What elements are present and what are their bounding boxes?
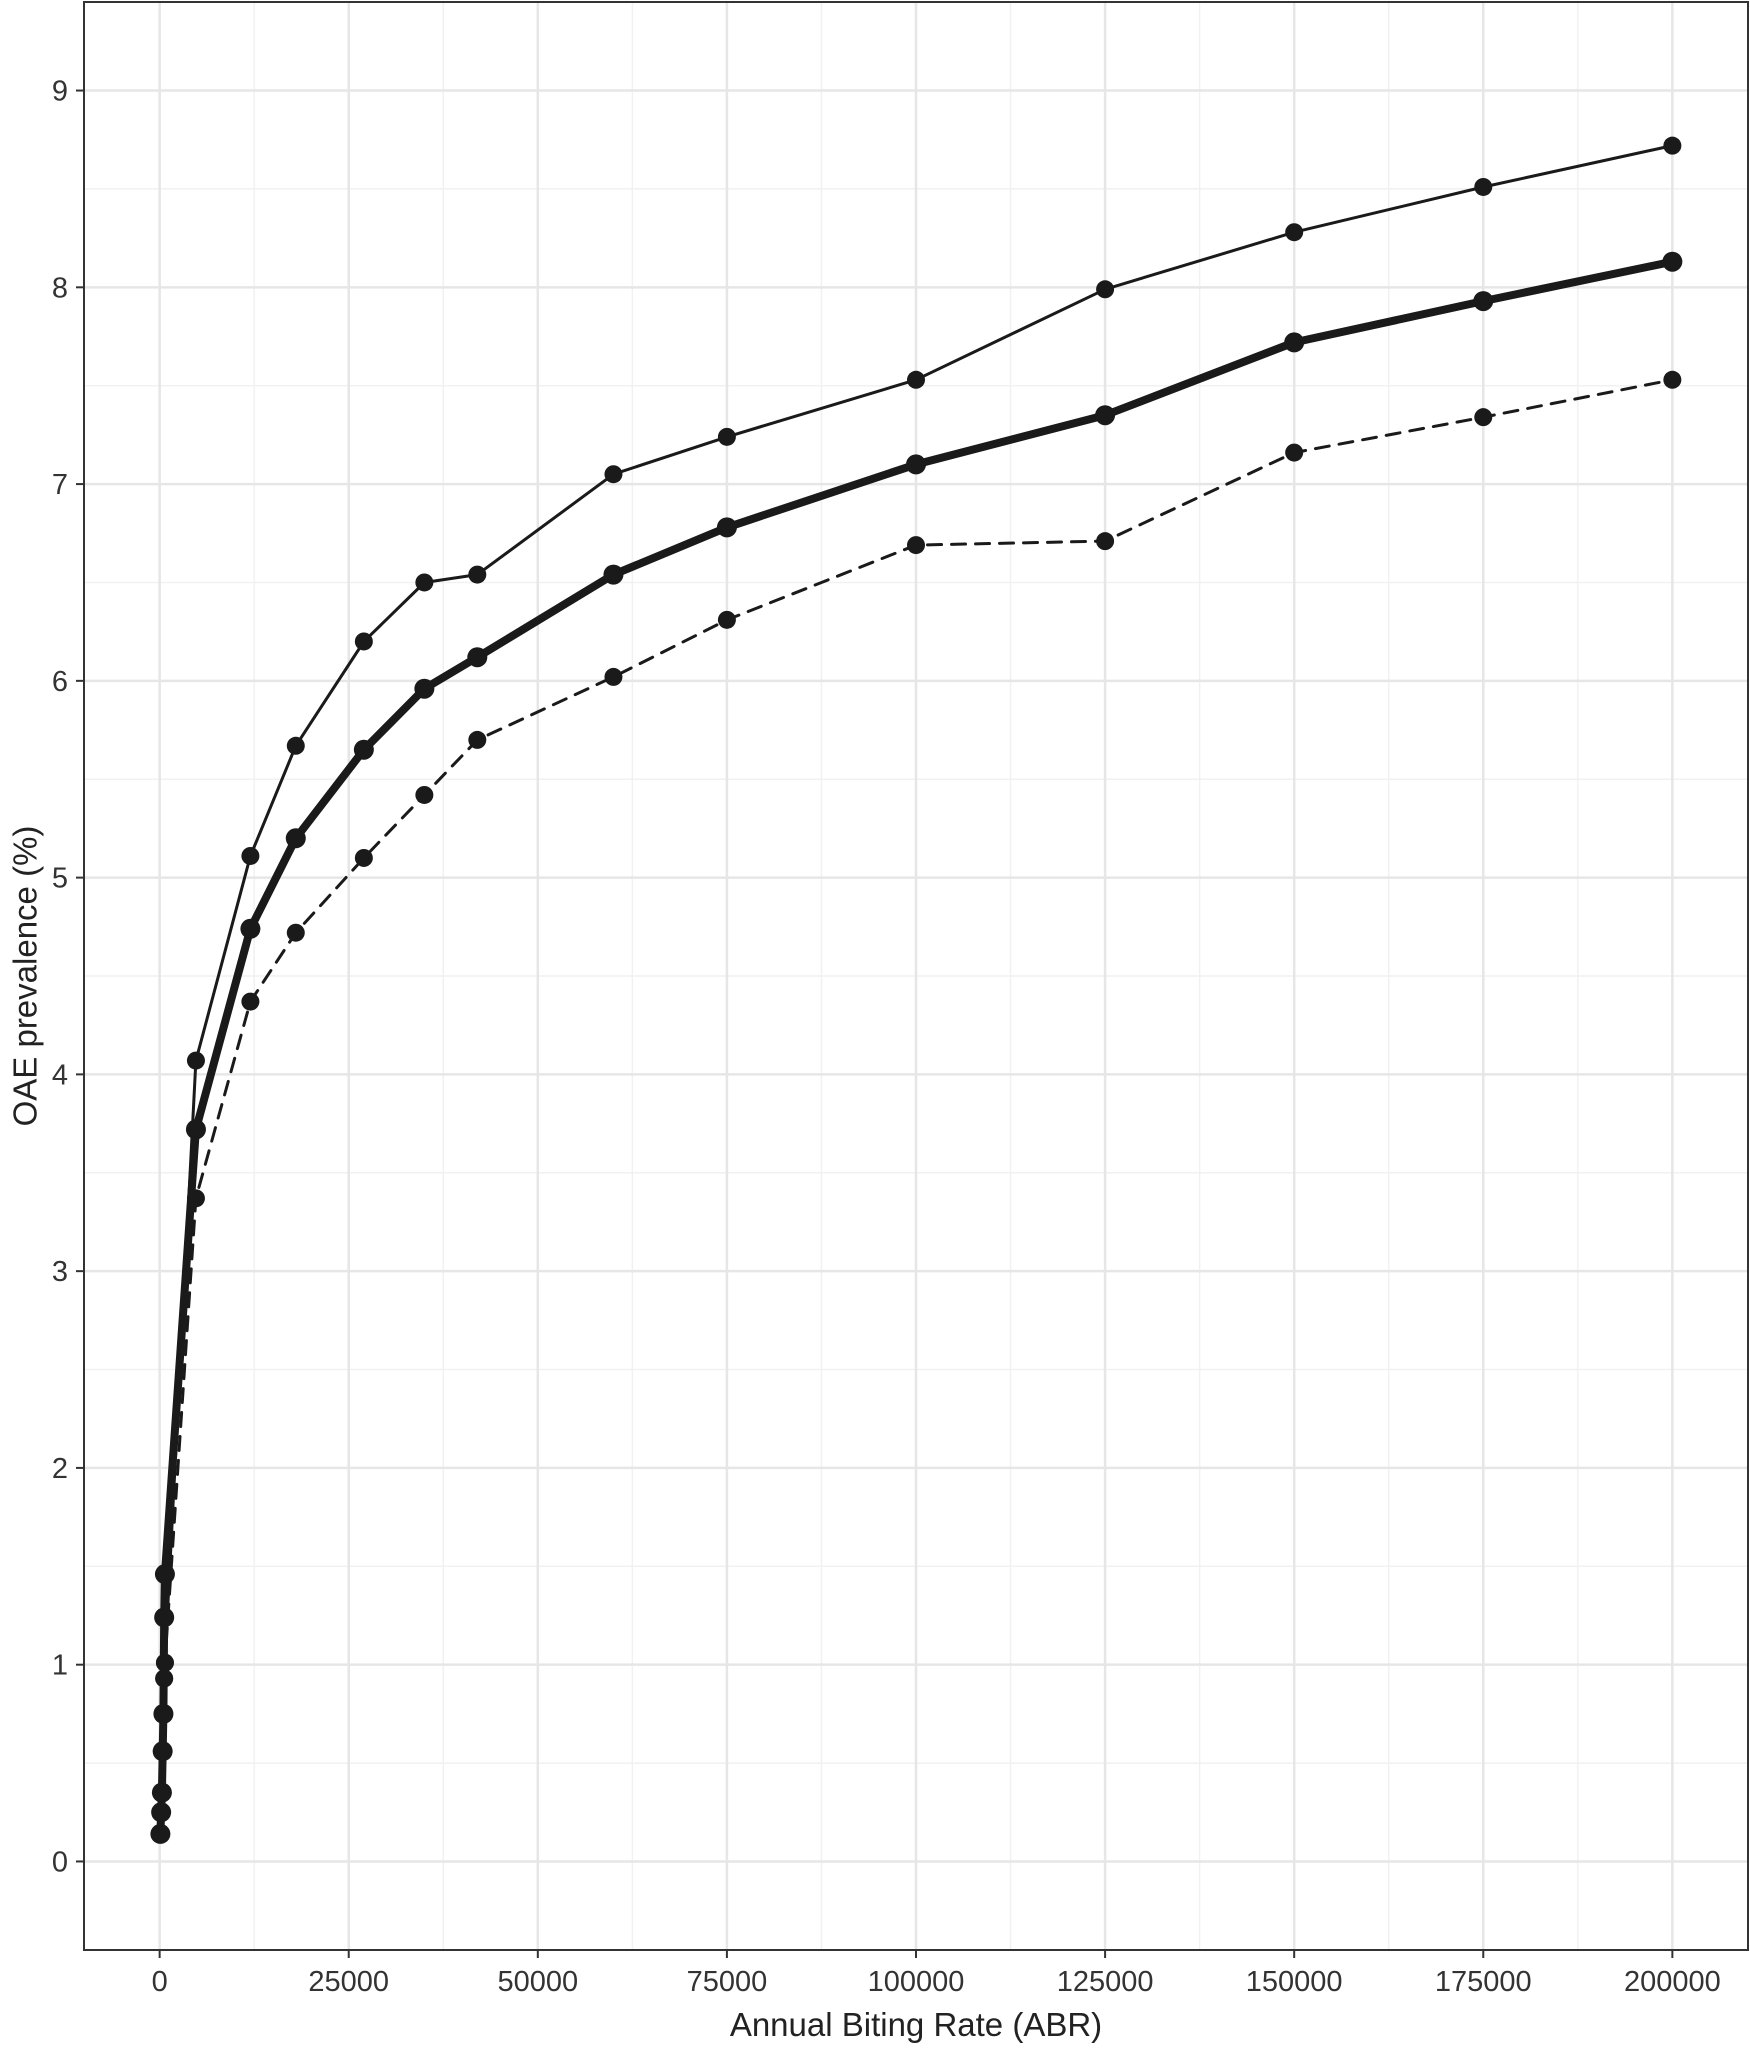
data-point-dashed: [907, 536, 925, 555]
y-tick-label: 6: [52, 666, 68, 698]
data-point-thick-solid: [603, 564, 624, 585]
x-axis-title: Annual Biting Rate (ABR): [730, 2006, 1102, 2043]
data-point-thick-solid: [1095, 405, 1116, 426]
data-point-thick-solid: [154, 1607, 175, 1628]
data-point-thin-solid: [241, 846, 260, 865]
series-layer: [150, 136, 1683, 1844]
axes: 0 25000 50000 75000 100000 125000 150000 175000…: [52, 76, 1721, 1998]
data-point-thin-solid: [286, 736, 305, 755]
data-point-thick-solid: [906, 454, 926, 475]
y-tick-label: 2: [52, 1453, 68, 1485]
y-tick-label: 1: [52, 1650, 68, 1682]
data-point-dashed: [415, 785, 434, 804]
data-point-thick-solid: [185, 1119, 206, 1140]
data-point-thin-solid: [1663, 136, 1682, 155]
x-tick-label: 200000: [1624, 1966, 1721, 1998]
data-point-thin-solid: [468, 565, 487, 584]
x-tick-label: 0: [152, 1966, 168, 1998]
y-tick-label: 5: [52, 863, 68, 895]
grid: [84, 2, 1748, 1950]
data-point-thin-solid: [717, 427, 736, 446]
y-tick-label: 3: [52, 1256, 68, 1288]
x-tick-label: 175000: [1435, 1966, 1532, 1998]
data-point-thin-solid: [186, 1051, 205, 1070]
data-point-dashed: [1285, 443, 1304, 462]
data-point-thick-solid: [151, 1782, 172, 1803]
data-point-dashed: [468, 730, 487, 749]
data-point-thick-solid: [716, 517, 737, 538]
data-point-thick-solid: [152, 1741, 173, 1762]
x-tick-label: 75000: [687, 1966, 768, 1998]
data-point-dashed: [604, 667, 623, 686]
y-tick-label: 7: [52, 469, 68, 501]
data-point-dashed: [717, 610, 736, 629]
y-tick-label: 0: [52, 1846, 68, 1878]
data-point-thick-solid: [285, 828, 306, 849]
x-tick-label: 150000: [1246, 1966, 1343, 1998]
data-point-dashed: [1474, 408, 1493, 427]
data-point-thick-solid: [151, 1802, 172, 1823]
data-point-dashed: [1663, 370, 1682, 389]
data-point-thick-solid: [467, 647, 488, 668]
data-point-thin-solid: [1285, 223, 1304, 242]
data-point-thick-solid: [154, 1564, 175, 1585]
data-point-dashed: [1096, 532, 1115, 551]
data-point-dashed: [241, 992, 260, 1011]
series-thick-solid: [150, 251, 1683, 1844]
x-tick-label: 50000: [497, 1966, 578, 1998]
data-point-thin-solid: [604, 465, 623, 484]
data-point-thick-solid: [1662, 251, 1683, 272]
data-point-dashed: [286, 923, 305, 942]
data-point-thin-solid: [1474, 177, 1493, 196]
data-point-thick-solid: [1284, 332, 1305, 353]
y-tick-label: 9: [52, 76, 68, 108]
data-point-thin-solid: [354, 632, 373, 651]
data-point-thick-solid: [414, 678, 435, 699]
y-tick-label: 8: [52, 272, 68, 304]
y-tick-label: 4: [52, 1059, 68, 1091]
data-point-dashed: [354, 848, 373, 867]
data-point-thick-solid: [150, 1823, 171, 1844]
data-point-thin-solid: [907, 370, 925, 389]
data-point-thick-solid: [240, 918, 261, 939]
series-line-dashed: [158, 378, 1674, 1836]
x-tick-label: 100000: [868, 1966, 965, 1998]
data-point-thick-solid: [153, 1703, 174, 1724]
data-point-thick-solid: [1473, 291, 1494, 312]
data-point-thin-solid: [415, 573, 434, 592]
x-tick-label: 25000: [308, 1966, 389, 1998]
x-tick-label: 125000: [1057, 1966, 1154, 1998]
data-point-thick-solid: [353, 739, 374, 760]
y-axis-title: OAE prevalence (%): [7, 826, 44, 1127]
data-point-thin-solid: [1096, 280, 1115, 299]
